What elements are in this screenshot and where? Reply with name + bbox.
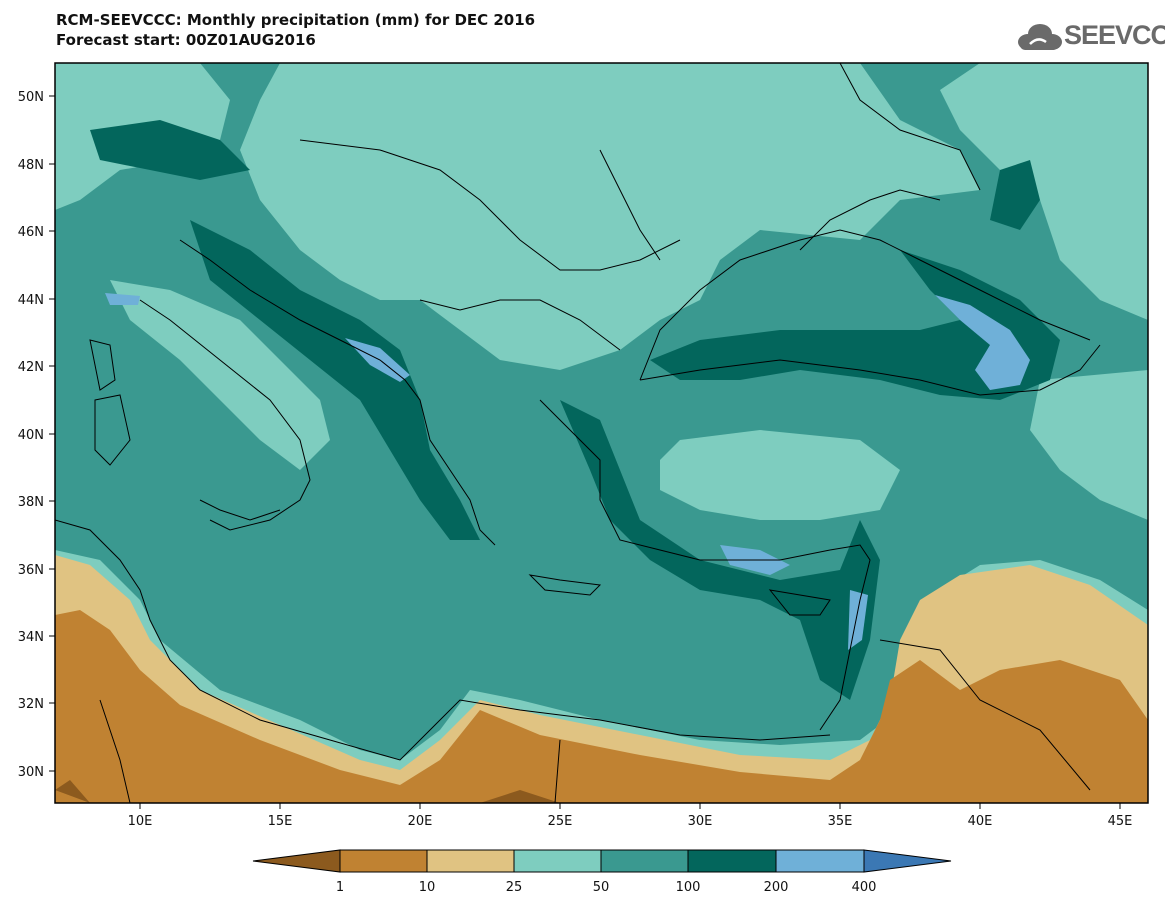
latitude-labels: 50N 48N 46N 44N 42N 40N 38N 36N 34N 32N … [18,90,44,780]
legend-swatch [775,849,865,873]
longitude-labels: 10E 15E 20E 25E 30E 35E 40E 45E [128,814,1133,829]
axis-ticks [49,95,1121,809]
lon-label: 35E [828,814,853,829]
lat-label: 50N [18,90,44,105]
legend-swatch [513,849,602,873]
lat-label: 46N [18,225,44,240]
seevccc-logo-text: SEEVCCC [1064,20,1165,50]
lat-label: 30N [18,765,44,780]
lat-label: 36N [18,563,44,578]
lat-label: 44N [18,293,44,308]
legend-swatch [252,849,341,873]
legend-swatch [863,849,952,873]
lon-label: 10E [128,814,153,829]
legend-swatch [426,849,515,873]
legend-label: 25 [506,880,523,895]
color-legend [252,849,952,873]
cloud-icon [1018,24,1062,50]
lat-label: 32N [18,697,44,712]
legend-label: 1 [336,880,344,895]
legend-swatch [339,849,428,873]
legend-swatch [687,849,777,873]
legend-labels: 1 10 25 50 100 200 400 [336,880,877,895]
lon-label: 15E [268,814,293,829]
legend-swatch [600,849,689,873]
lon-label: 25E [548,814,573,829]
legend-label: 100 [676,880,701,895]
coastlines [55,63,1101,803]
map-frame [54,62,1149,804]
legend-label: 50 [593,880,610,895]
legend-label: 10 [419,880,436,895]
legend-label: 400 [852,880,877,895]
lat-label: 34N [18,630,44,645]
lat-label: 38N [18,495,44,510]
lon-label: 45E [1108,814,1133,829]
lon-label: 40E [968,814,993,829]
lat-label: 42N [18,360,44,375]
map-title: RCM-SEEVCCC: Monthly precipitation (mm) … [56,11,536,29]
lon-label: 20E [408,814,433,829]
lat-label: 48N [18,158,44,173]
forecast-start-label: Forecast start: 00Z01AUG2016 [56,31,316,49]
precipitation-field [55,63,1148,803]
lat-label: 40N [18,428,44,443]
lon-label: 30E [688,814,713,829]
legend-label: 200 [764,880,789,895]
